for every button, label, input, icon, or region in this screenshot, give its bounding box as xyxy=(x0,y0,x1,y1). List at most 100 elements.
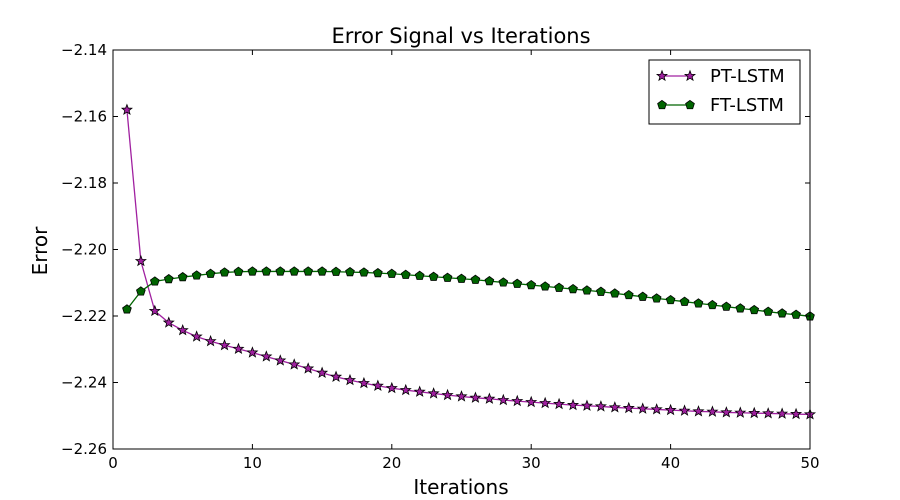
data-point-pt-lstm xyxy=(413,385,426,397)
data-point-ft-lstm xyxy=(665,294,676,305)
data-point-pt-lstm xyxy=(497,393,510,406)
data-point-ft-lstm xyxy=(609,288,620,298)
x-axis-label: Iterations xyxy=(413,475,508,499)
data-point-pt-lstm xyxy=(246,346,259,358)
legend-label-pt-lstm: PT-LSTM xyxy=(710,66,785,87)
data-point-pt-lstm xyxy=(622,401,635,414)
data-point-ft-lstm xyxy=(596,286,606,296)
data-point-pt-lstm xyxy=(678,404,691,416)
data-point-ft-lstm xyxy=(470,274,481,284)
y-tick-label: −2.26 xyxy=(61,440,107,458)
data-point-pt-lstm xyxy=(748,406,761,419)
data-point-ft-lstm xyxy=(791,309,801,319)
y-tick-label: −2.16 xyxy=(61,108,107,126)
data-point-pt-lstm xyxy=(316,366,329,378)
data-point-ft-lstm xyxy=(191,270,202,280)
data-point-pt-lstm xyxy=(204,334,217,347)
data-point-pt-lstm xyxy=(302,362,315,374)
data-point-ft-lstm xyxy=(554,282,564,292)
data-point-ft-lstm xyxy=(122,304,132,314)
legend-marker-pt-lstm xyxy=(683,69,697,82)
data-point-ft-lstm xyxy=(177,272,188,282)
data-point-ft-lstm xyxy=(582,285,592,295)
data-point-pt-lstm xyxy=(525,395,538,408)
x-tick-label: 0 xyxy=(108,454,118,472)
data-point-pt-lstm xyxy=(539,396,552,409)
legend-box xyxy=(648,59,801,125)
legend-marker-ft-lstm xyxy=(657,99,667,110)
data-point-pt-lstm xyxy=(371,379,384,391)
data-point-ft-lstm xyxy=(233,266,244,276)
data-point-ft-lstm xyxy=(623,289,634,300)
y-tick-label: −2.18 xyxy=(61,174,107,192)
data-point-ft-lstm xyxy=(484,275,495,286)
data-point-pt-lstm xyxy=(553,397,566,410)
chart-title: Error Signal vs Iterations xyxy=(331,24,590,48)
data-point-pt-lstm xyxy=(134,254,147,267)
x-tick-label: 30 xyxy=(522,454,541,472)
data-point-pt-lstm xyxy=(734,406,747,418)
data-point-pt-lstm xyxy=(343,373,357,386)
data-point-pt-lstm xyxy=(455,390,468,402)
data-point-pt-lstm xyxy=(232,342,245,355)
data-point-pt-lstm xyxy=(790,407,803,420)
data-point-ft-lstm xyxy=(777,308,787,318)
data-point-ft-lstm xyxy=(749,304,760,315)
data-point-ft-lstm xyxy=(359,267,369,277)
data-point-pt-lstm xyxy=(288,358,301,370)
data-point-pt-lstm xyxy=(608,401,621,413)
y-tick-label: −2.20 xyxy=(61,241,107,259)
legend-marker-pt-lstm xyxy=(655,69,669,82)
data-point-pt-lstm xyxy=(483,392,496,404)
data-point-pt-lstm xyxy=(385,381,398,394)
data-point-pt-lstm xyxy=(664,403,677,416)
x-tick-label: 10 xyxy=(243,454,262,472)
data-point-pt-lstm xyxy=(776,407,789,419)
y-tick-label: −2.24 xyxy=(61,374,107,392)
data-point-pt-lstm xyxy=(566,398,580,411)
data-point-pt-lstm xyxy=(706,405,719,417)
data-point-ft-lstm xyxy=(568,283,578,294)
data-point-ft-lstm xyxy=(456,273,467,283)
data-point-pt-lstm xyxy=(636,402,649,414)
data-point-ft-lstm xyxy=(261,266,272,276)
data-point-ft-lstm xyxy=(317,266,327,276)
axes: 0 10 20 30 40 50 −2.14 −2.16 −2.18 −2.20 −2.22 −2.2… xyxy=(61,41,820,472)
data-point-ft-lstm xyxy=(540,281,550,291)
data-point-ft-lstm xyxy=(247,266,258,276)
data-point-ft-lstm xyxy=(693,298,704,308)
x-tick-label: 50 xyxy=(800,454,819,472)
data-point-ft-lstm xyxy=(428,271,439,281)
data-point-ft-lstm xyxy=(219,267,230,277)
data-point-pt-lstm xyxy=(330,370,343,382)
data-point-pt-lstm xyxy=(260,350,273,362)
data-point-ft-lstm xyxy=(303,266,314,276)
data-point-ft-lstm xyxy=(707,299,718,310)
data-point-ft-lstm xyxy=(526,279,537,290)
data-point-ft-lstm xyxy=(414,270,425,280)
data-point-ft-lstm xyxy=(373,268,383,278)
data-point-ft-lstm xyxy=(136,286,146,296)
data-point-pt-lstm xyxy=(427,387,440,399)
data-point-pt-lstm xyxy=(580,399,593,411)
data-point-pt-lstm xyxy=(441,388,454,401)
data-point-pt-lstm xyxy=(762,407,775,419)
data-point-ft-lstm xyxy=(512,278,523,288)
data-point-pt-lstm xyxy=(650,403,663,415)
data-point-ft-lstm xyxy=(275,266,286,276)
y-tick-label: −2.14 xyxy=(61,41,107,59)
data-point-pt-lstm xyxy=(594,400,607,412)
data-point-ft-lstm xyxy=(149,276,160,286)
data-point-ft-lstm xyxy=(679,296,690,306)
data-point-ft-lstm xyxy=(651,293,662,303)
data-point-ft-lstm xyxy=(442,272,453,282)
data-point-ft-lstm xyxy=(400,269,411,279)
data-point-pt-lstm xyxy=(399,383,412,396)
data-point-pt-lstm xyxy=(692,405,705,417)
legend: PT-LSTM FT-LSTM xyxy=(648,59,801,125)
data-point-ft-lstm xyxy=(331,266,341,276)
data-point-ft-lstm xyxy=(386,268,397,278)
x-tick-label: 20 xyxy=(382,454,401,472)
legend-marker-ft-lstm xyxy=(685,99,695,110)
data-point-ft-lstm xyxy=(498,277,509,287)
